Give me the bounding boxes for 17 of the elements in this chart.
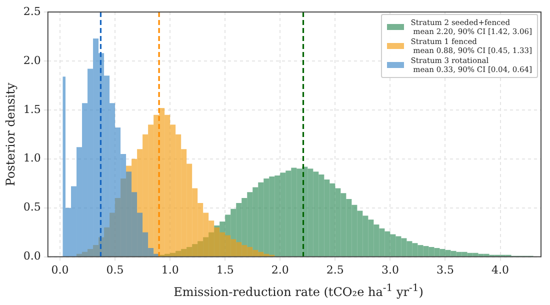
x-tick-label: 2.5 — [326, 263, 344, 276]
y-tick-label: 1.5 — [23, 102, 41, 116]
x-tick-label: 3.5 — [436, 263, 454, 276]
y-tick-label: 1.0 — [23, 152, 41, 165]
y-tick-label: 0.5 — [23, 200, 41, 214]
x-tick-label: 2.0 — [271, 263, 289, 276]
x-tick-label: 3.0 — [381, 263, 399, 276]
x-tick-label: 1.5 — [216, 263, 234, 276]
x-tick-label: 0.0 — [51, 263, 69, 276]
x-tick-label: 0.5 — [106, 263, 124, 276]
y-tick-label: 2.5 — [23, 4, 41, 18]
y-axis-title: Posterior density — [3, 82, 18, 186]
x-tick-label: 4.0 — [492, 263, 510, 276]
x-tick-label: 1.0 — [161, 263, 179, 276]
y-tick-label: 0.0 — [23, 250, 41, 263]
x-axis-title: Emission-reduction rate (tCO₂e ha$^{-1}$ yr$^{-1}$) — [172, 283, 424, 299]
y-tick-label: 2.0 — [23, 54, 41, 67]
